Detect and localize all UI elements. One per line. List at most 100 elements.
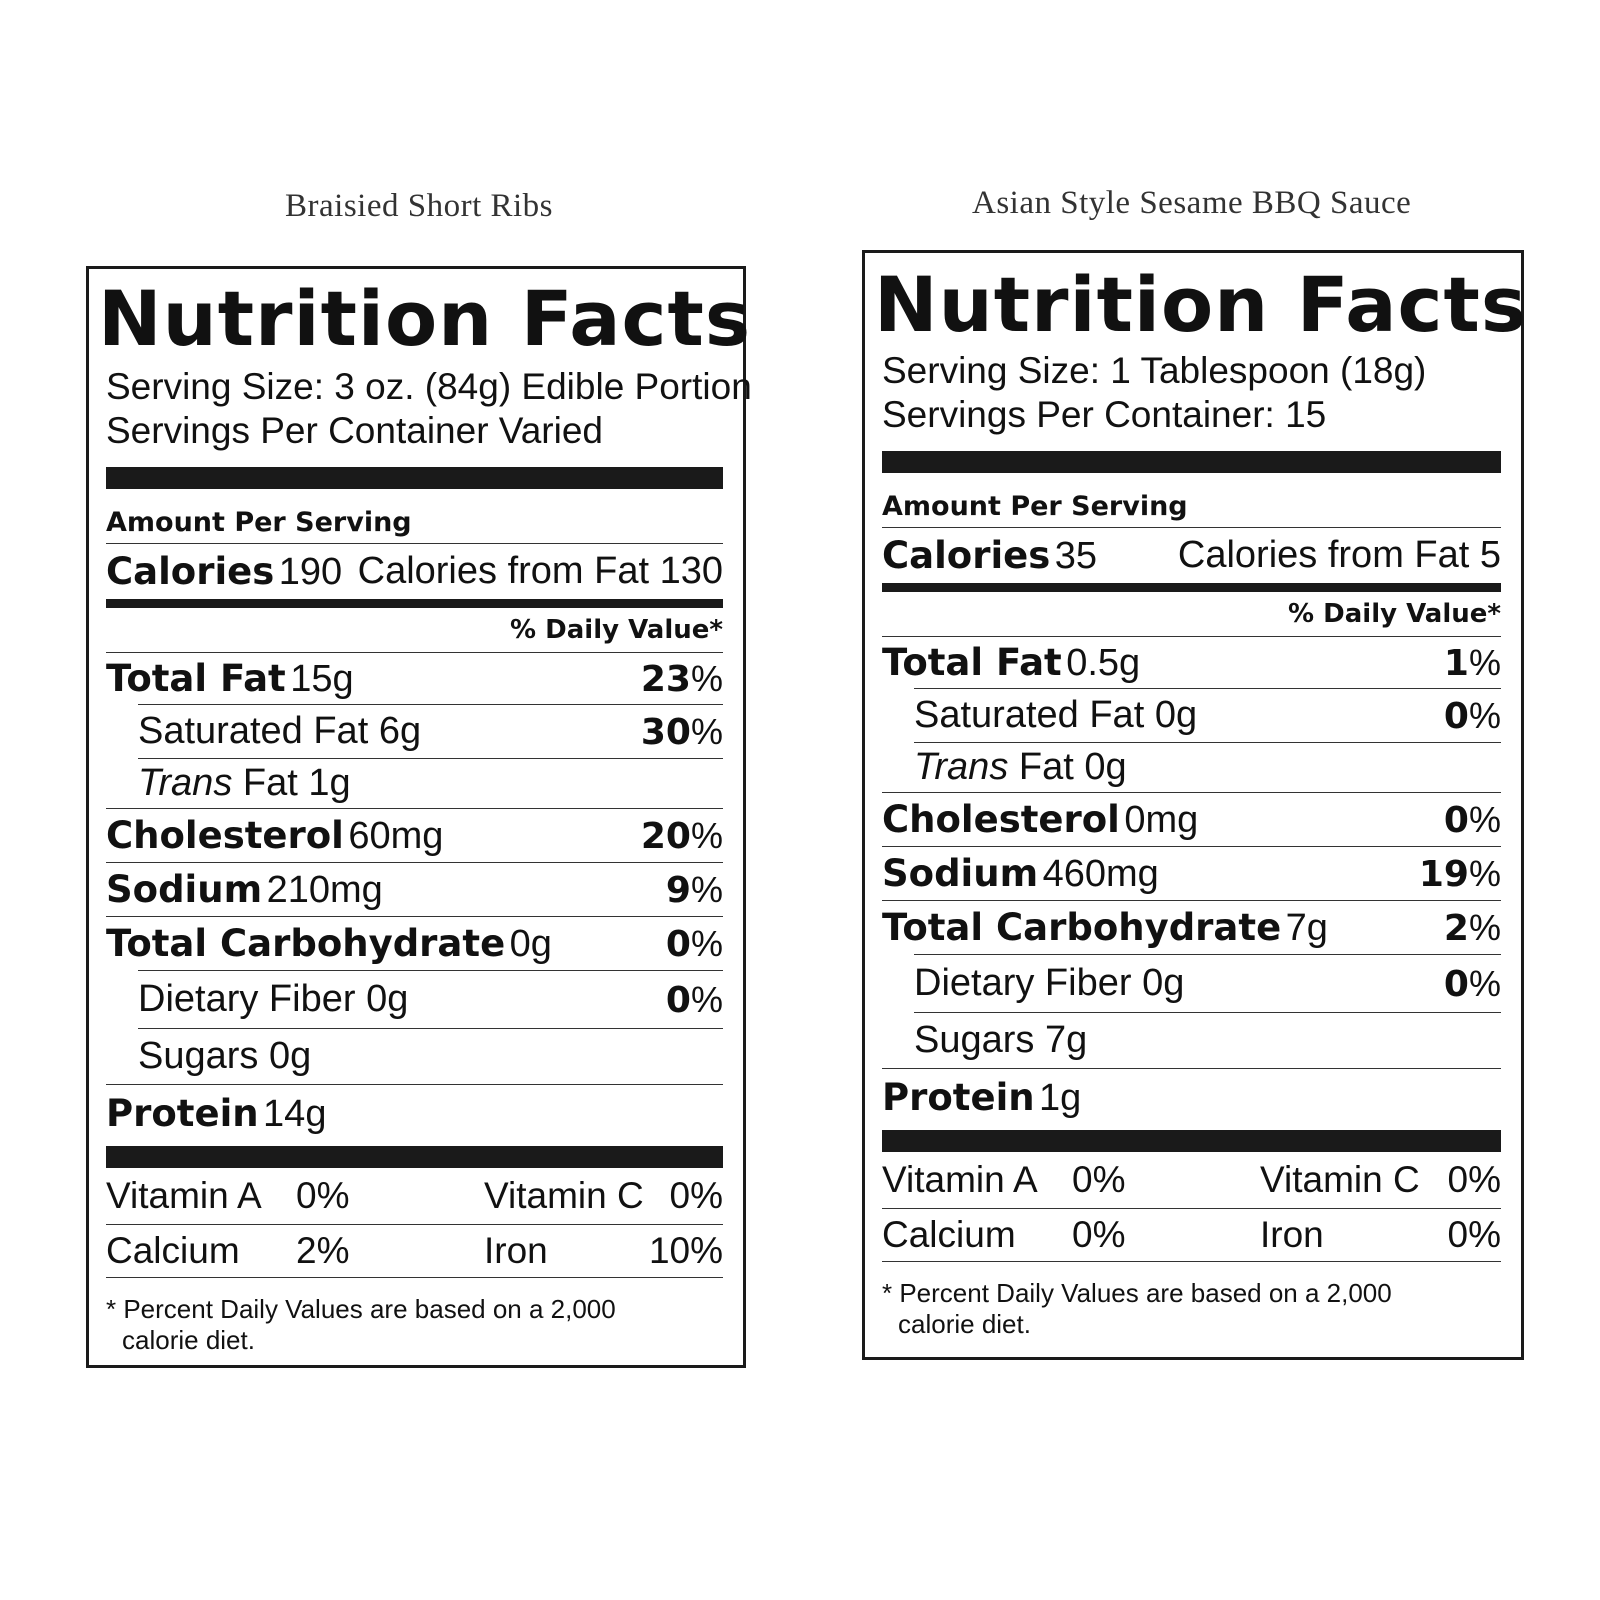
nutrient-row-sodium: Sodium 210mg 9% xyxy=(106,862,723,916)
calcium-label: Calcium xyxy=(106,1230,240,1271)
label-caption-bbq-sauce: Asian Style Sesame BBQ Sauce xyxy=(972,185,1412,221)
footnote-line-1: * Percent Daily Values are based on a 2,… xyxy=(106,1294,616,1324)
iron-value: 0% xyxy=(1447,1214,1501,1255)
daily-value-header-label: % Daily Value* xyxy=(1288,599,1501,629)
daily-value-percent: 0 xyxy=(1443,799,1469,841)
serving-size: Serving Size: 1 Tablespoon (18g) xyxy=(882,350,1427,391)
daily-value-percent: 9 xyxy=(665,869,691,911)
nutrient-amount: 0g xyxy=(1154,694,1198,736)
daily-value-percent: 0 xyxy=(1443,963,1469,1005)
nutrient-amount: 0g xyxy=(1142,962,1185,1004)
calcium-value: 2% xyxy=(296,1230,350,1271)
nutrient-amount: 60mg xyxy=(348,814,444,857)
daily-value-percent: 0 xyxy=(665,979,691,1021)
calcium-label: Calcium xyxy=(882,1214,1016,1255)
nutrient-amount: 0mg xyxy=(1124,798,1199,841)
nutrition-facts-title: Nutrition Facts xyxy=(874,260,1528,349)
amount-per-serving-label: Amount Per Serving xyxy=(106,506,412,538)
daily-value-percent: 0 xyxy=(1443,695,1469,737)
nutrient-amount: 7g xyxy=(1044,1019,1088,1061)
percent-sign: % xyxy=(1468,641,1501,683)
vitamin-c-label: Vitamin C xyxy=(484,1175,644,1216)
nutrient-amount: 0g xyxy=(366,978,409,1020)
nutrient-name: Fat xyxy=(242,762,298,804)
thick-divider xyxy=(106,467,723,489)
nutrient-name: Protein xyxy=(882,1075,1035,1119)
vitamin-a-value: 0% xyxy=(1072,1159,1126,1200)
label-body: Nutrition Facts Serving Size: 1 Tablespo… xyxy=(874,253,1526,1340)
calories-row: Calories 190 Calories from Fat 130 xyxy=(106,543,723,599)
nutrient-amount: 15g xyxy=(290,657,354,700)
amount-per-serving-label: Amount Per Serving xyxy=(882,490,1188,522)
servings-per-container: Servings Per Container Varied xyxy=(106,410,604,451)
calories-row: Calories 35 Calories from Fat 5 xyxy=(882,527,1501,583)
nutrition-label-bbq-sauce: Nutrition Facts Serving Size: 1 Tablespo… xyxy=(862,250,1526,1360)
percent-sign: % xyxy=(690,657,723,699)
medium-divider xyxy=(106,599,723,608)
footnote: * Percent Daily Values are based on a 2,… xyxy=(106,1294,723,1356)
amount-per-serving: Amount Per Serving xyxy=(882,473,1501,527)
vitamin-a-value: 0% xyxy=(296,1175,350,1216)
daily-value-percent: 19 xyxy=(1418,853,1469,895)
nutrient-amount: 1g xyxy=(1039,1076,1082,1119)
calories-from-fat: Calories from Fat 5 xyxy=(1177,534,1501,576)
label-caption-short-ribs: Braisied Short Ribs xyxy=(285,188,554,224)
nutrient-name: Protein xyxy=(106,1091,259,1135)
nutrient-amount: 0.5g xyxy=(1066,641,1141,684)
nutrient-amount: 0g xyxy=(1084,746,1127,788)
percent-sign: % xyxy=(1468,694,1501,736)
iron-label: Iron xyxy=(484,1230,548,1271)
nutrient-row-protein: Protein 14g xyxy=(106,1084,723,1142)
nutrient-name: Total Carbohydrate xyxy=(882,905,1282,949)
vitamin-c-value: 0% xyxy=(1447,1159,1501,1200)
percent-sign: % xyxy=(690,922,723,964)
vitamin-row-2: Calcium 0% Iron 0% xyxy=(882,1208,1501,1262)
vitamin-row-1: Vitamin A 0% Vitamin C 0% xyxy=(882,1152,1501,1208)
nutrient-row-sugars: Sugars 7g xyxy=(914,1012,1501,1068)
nutrient-name: Fat xyxy=(1018,746,1074,788)
nutrient-row-dietary-fiber: Dietary Fiber 0g 0% xyxy=(138,970,723,1028)
nutrition-label-short-ribs: Nutrition Facts Serving Size: 3 oz. (84g… xyxy=(86,266,752,1368)
daily-value-percent: 23 xyxy=(640,658,691,700)
label-body: Nutrition Facts Serving Size: 3 oz. (84g… xyxy=(98,269,752,1356)
nutrient-name: Total Carbohydrate xyxy=(106,921,506,965)
iron-value: 10% xyxy=(648,1230,723,1271)
nutrient-amount: 0g xyxy=(268,1035,312,1077)
footnote-line-2: calorie diet. xyxy=(898,1309,1031,1339)
calories-label: Calories xyxy=(882,533,1051,577)
nutrient-name-italic: Trans xyxy=(138,762,233,804)
calories-from-fat: Calories from Fat 130 xyxy=(357,550,723,592)
percent-sign: % xyxy=(690,868,723,910)
iron-label: Iron xyxy=(1260,1214,1324,1255)
nutrient-name: Saturated Fat xyxy=(138,710,369,752)
nutrient-name: Sodium xyxy=(106,867,263,911)
nutrient-row-trans-fat: Trans Fat 0g xyxy=(914,742,1501,792)
vitamin-c-label: Vitamin C xyxy=(1260,1159,1420,1200)
thick-divider xyxy=(882,451,1501,473)
daily-value-percent: 1 xyxy=(1443,642,1469,684)
nutrient-row-total-carbohydrate: Total Carbohydrate 7g 2% xyxy=(882,900,1501,954)
footnote-line-2: calorie diet. xyxy=(122,1325,255,1355)
daily-value-percent: 20 xyxy=(640,815,691,857)
nutrient-amount: 1g xyxy=(308,762,351,804)
daily-value-percent: 0 xyxy=(665,923,691,965)
vitamin-row-1: Vitamin A 0% Vitamin C 0% xyxy=(106,1168,723,1224)
calories-value: 35 xyxy=(1054,534,1098,577)
percent-sign: % xyxy=(690,710,723,752)
nutrient-amount: 7g xyxy=(1285,906,1328,949)
vitamin-a-label: Vitamin A xyxy=(106,1175,262,1216)
thick-divider xyxy=(882,1130,1501,1152)
vitamin-c-value: 0% xyxy=(669,1175,723,1216)
percent-sign: % xyxy=(1468,852,1501,894)
calories-value: 190 xyxy=(278,550,343,593)
nutrient-row-cholesterol: Cholesterol 60mg 20% xyxy=(106,808,723,862)
medium-divider xyxy=(882,583,1501,592)
nutrient-row-sodium: Sodium 460mg 19% xyxy=(882,846,1501,900)
nutrient-amount: 14g xyxy=(263,1092,327,1135)
nutrient-amount: 0g xyxy=(509,922,552,965)
daily-value-header-label: % Daily Value* xyxy=(510,615,723,645)
servings-per-container: Servings Per Container: 15 xyxy=(882,394,1327,435)
daily-value-percent: 30 xyxy=(640,711,691,753)
nutrient-row-sugars: Sugars 0g xyxy=(138,1028,723,1084)
nutrient-name: Cholesterol xyxy=(882,797,1120,841)
